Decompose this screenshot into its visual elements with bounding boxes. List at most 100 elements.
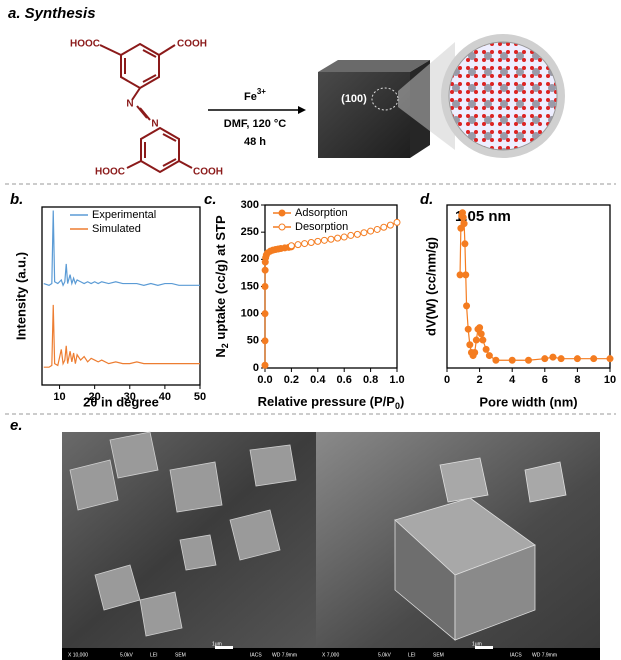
molecule-label: HOOC [70, 39, 100, 50]
data-point [476, 324, 484, 332]
reagent: Fe3+ [244, 87, 266, 103]
y-tick-label: 300 [241, 199, 259, 211]
data-point [334, 234, 342, 242]
data-point [525, 356, 532, 364]
data-point [466, 341, 474, 349]
plot-frame [446, 204, 611, 369]
x-tick-label: 0 [444, 374, 450, 386]
data-point [261, 266, 269, 274]
x-axis-label: 2θ in degree [83, 394, 159, 409]
sem-info: X 10,000 [68, 652, 88, 658]
arrow-head [298, 106, 306, 114]
legend-label: Simulated [92, 223, 141, 235]
y-tick-label: 150 [241, 280, 259, 292]
data-point [347, 231, 355, 239]
sem-info: WD 7.9mm [272, 652, 297, 658]
chart: d. 0 2 4 6 8 10 Pore width (nm) dV(W) (cc/nm/g) 1… [420, 191, 616, 409]
x-tick-label: 0.4 [310, 374, 326, 386]
data-line [264, 246, 292, 366]
data-point [590, 355, 598, 363]
data-point [327, 235, 335, 243]
y-tick-label: 250 [241, 226, 259, 238]
x-axis-label-part: Relative pressure (P/P [258, 394, 396, 409]
data-point [477, 330, 485, 338]
y-axis-label-part: N [213, 348, 228, 357]
data-point [301, 240, 309, 248]
x-tick-label: 10 [604, 374, 616, 386]
legend-label: Desorption [295, 221, 348, 233]
x-tick-label: 10 [53, 391, 65, 403]
y-tick-label: 0 [253, 362, 259, 374]
molecule-label: COOH [193, 167, 223, 178]
data-point [573, 355, 581, 363]
condition: 48 h [244, 136, 266, 148]
reagent-charge: 3+ [257, 87, 266, 96]
data-line [43, 210, 200, 287]
data-point [606, 355, 614, 363]
data-point [261, 283, 269, 290]
scale-bar [215, 646, 233, 649]
data-point [314, 237, 322, 245]
x-tick-label: 1.0 [389, 374, 404, 386]
condition: DMF, 120 °C [224, 118, 287, 130]
molecule-label: N [151, 119, 158, 130]
data-point [456, 271, 464, 279]
sem-info: X 7,000 [322, 652, 339, 658]
y-axis-label: N2 uptake (cc/g) at STP [213, 215, 230, 358]
x-tick-label: 0.0 [257, 374, 272, 386]
sem-info: 1μm [472, 641, 482, 647]
x-tick-label: 2 [477, 374, 483, 386]
sem-info-bar [62, 648, 600, 660]
x-axis-label: Pore width (nm) [479, 394, 577, 409]
y-axis-label: dV(W) (cc/nm/g) [423, 237, 438, 336]
x-tick-label: 0.2 [284, 374, 299, 386]
data-point [261, 310, 269, 318]
sem-info: SEM [433, 652, 444, 658]
data-point [461, 240, 469, 248]
data-point [508, 356, 516, 364]
data-point [482, 345, 490, 353]
sem-info: 5.0kV [120, 652, 133, 658]
data-point [353, 230, 361, 238]
data-point [360, 229, 368, 237]
molecule-label: N [126, 99, 133, 110]
molecule [99, 42, 193, 174]
data-point [340, 233, 348, 241]
data-point [393, 218, 401, 226]
y-tick-label: 50 [247, 335, 259, 347]
panel-label: e. [10, 417, 23, 434]
legend-label: Adsorption [295, 207, 348, 219]
sem-info: 5.0kV [378, 652, 391, 658]
data-point [460, 220, 468, 228]
data-point [472, 336, 480, 344]
x-axis-label-part: 0 [395, 401, 400, 411]
sem-info: IACS [250, 652, 262, 658]
data-point [367, 227, 375, 235]
data-line [43, 304, 200, 368]
sem-info: 1μm [212, 641, 222, 647]
x-tick-label: 4 [509, 374, 516, 386]
scale-bar [475, 646, 493, 649]
plot-frame [41, 206, 201, 386]
y-tick-label: 200 [241, 253, 259, 265]
panel-label: c. [204, 191, 217, 208]
sem-info: IACS [510, 652, 522, 658]
data-point [307, 238, 315, 246]
facet-label: (100) [341, 93, 367, 105]
x-axis-label: Relative pressure (P/P0) [258, 394, 405, 411]
annotation: 1.05 nm [455, 208, 511, 225]
legend-label: Experimental [92, 209, 156, 221]
data-point [463, 302, 471, 310]
panel-e: e. [10, 417, 600, 660]
data-point [479, 336, 487, 344]
data-point [549, 353, 557, 361]
x-tick-label: 30 [124, 391, 136, 403]
legend-marker [278, 209, 286, 217]
x-tick-label: 0.6 [337, 374, 352, 386]
panel-label: b. [10, 191, 23, 208]
data-point [457, 224, 465, 232]
chart: b. 10 20 30 40 50 2θ in degree Intensity (a.u.)… [10, 191, 206, 409]
crystal-cube: (100) [318, 34, 565, 158]
panel-label: d. [420, 191, 433, 208]
